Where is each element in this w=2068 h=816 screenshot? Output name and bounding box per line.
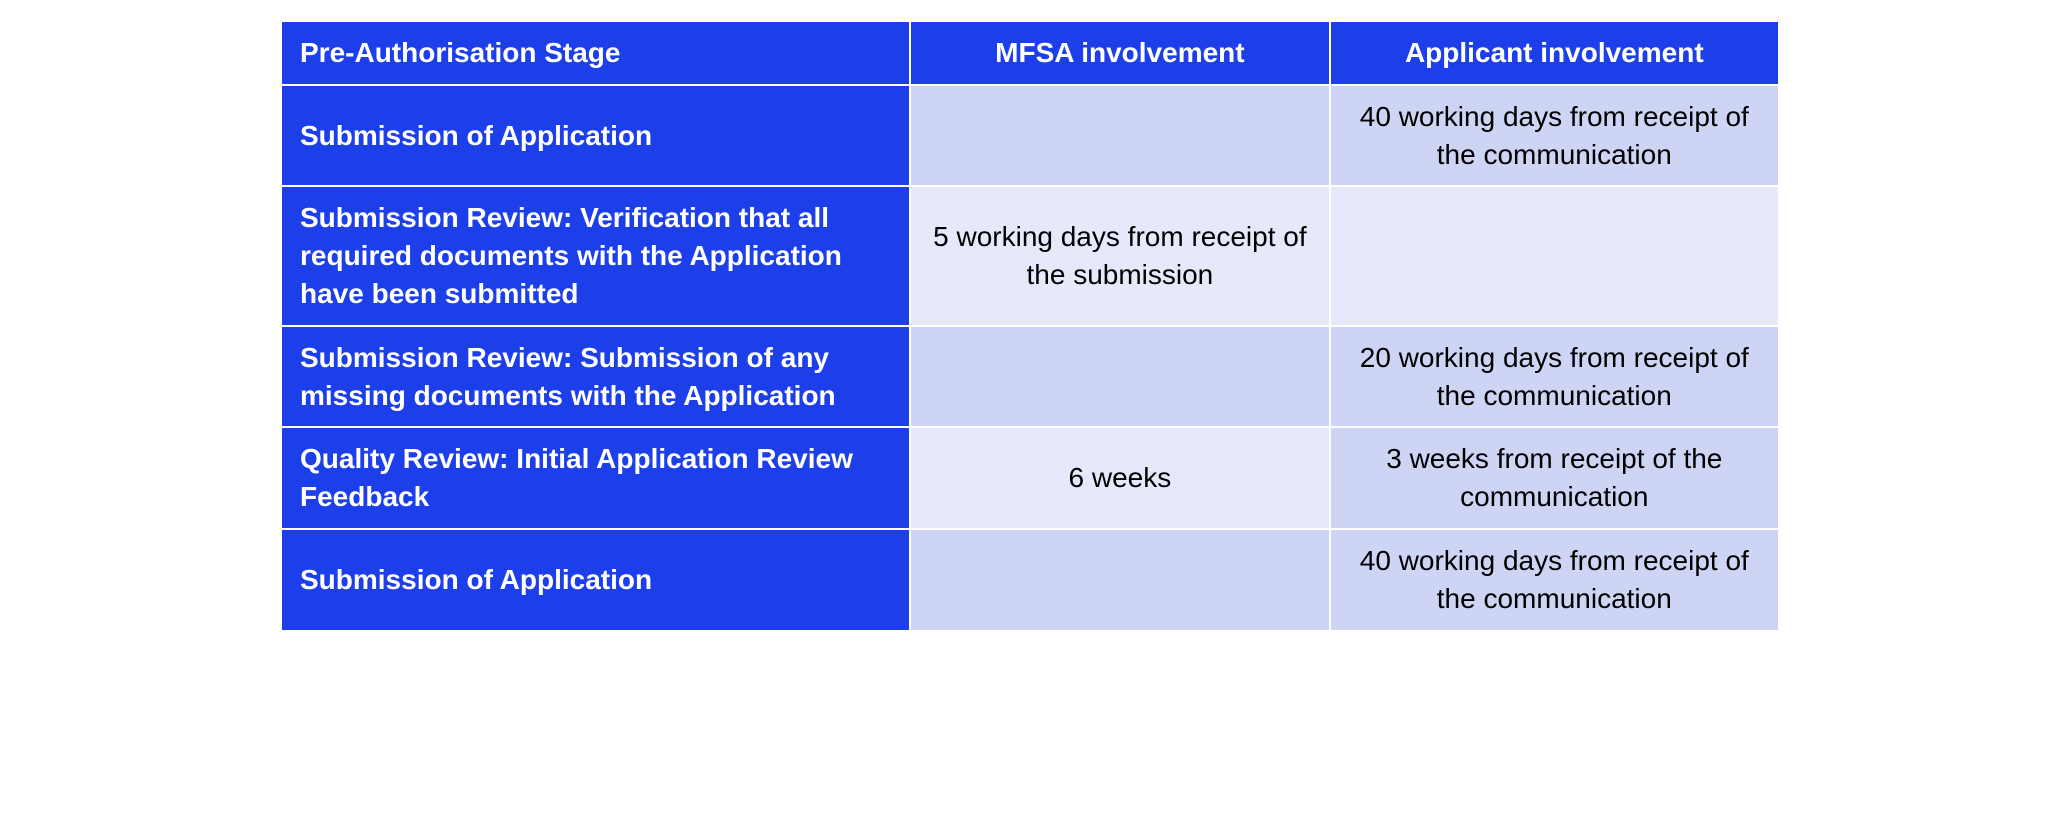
stage-cell: Submission of Application [281,529,910,631]
mfsa-cell [910,85,1329,187]
header-stage: Pre-Authorisation Stage [281,21,910,85]
header-mfsa: MFSA involvement [910,21,1329,85]
stage-cell: Quality Review: Initial Application Revi… [281,427,910,529]
pre-authorisation-table-container: Pre-Authorisation Stage MFSA involvement… [280,20,1780,632]
table-row: Submission Review: Verification that all… [281,186,1779,325]
header-applicant: Applicant involvement [1330,21,1779,85]
mfsa-cell: 6 weeks [910,427,1329,529]
table-header: Pre-Authorisation Stage MFSA involvement… [281,21,1779,85]
mfsa-cell [910,326,1329,428]
stage-cell: Submission of Application [281,85,910,187]
applicant-cell [1330,186,1779,325]
table-row: Submission Review: Submission of any mis… [281,326,1779,428]
applicant-cell: 40 working days from receipt of the comm… [1330,529,1779,631]
table-row: Submission of Application 40 working day… [281,529,1779,631]
stage-cell: Submission Review: Submission of any mis… [281,326,910,428]
pre-authorisation-table: Pre-Authorisation Stage MFSA involvement… [280,20,1780,632]
stage-cell: Submission Review: Verification that all… [281,186,910,325]
table-row: Submission of Application 40 working day… [281,85,1779,187]
mfsa-cell: 5 working days from receipt of the submi… [910,186,1329,325]
mfsa-cell [910,529,1329,631]
applicant-cell: 20 working days from receipt of the comm… [1330,326,1779,428]
applicant-cell: 40 working days from receipt of the comm… [1330,85,1779,187]
applicant-cell: 3 weeks from receipt of the communicatio… [1330,427,1779,529]
table-row: Quality Review: Initial Application Revi… [281,427,1779,529]
table-header-row: Pre-Authorisation Stage MFSA involvement… [281,21,1779,85]
table-body: Submission of Application 40 working day… [281,85,1779,631]
